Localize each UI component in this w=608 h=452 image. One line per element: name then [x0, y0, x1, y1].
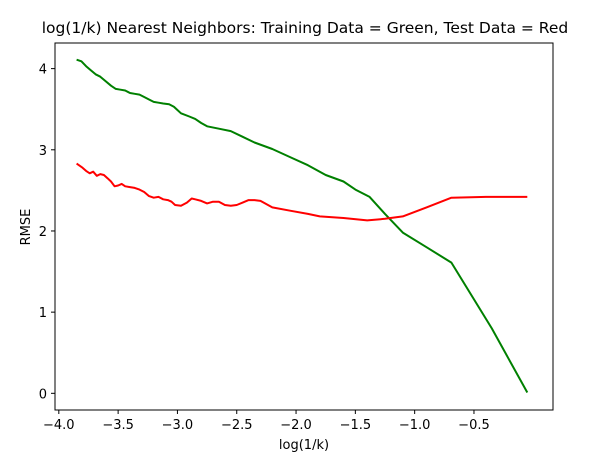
y-tick-label: 4: [39, 63, 47, 78]
plot-area: [76, 58, 529, 393]
x-tick-label: −4.0: [43, 418, 75, 433]
x-tick-label: −1.5: [340, 418, 372, 433]
x-axis-label: log(1/k): [279, 438, 329, 452]
x-tick-label: −2.5: [221, 418, 253, 433]
series-line-2: [76, 162, 528, 222]
x-tick-label: −2.0: [280, 418, 312, 433]
series-line-1: [76, 58, 529, 393]
y-axis: 0 1 2 3 4: [39, 63, 55, 402]
x-tick-label: −3.0: [162, 418, 194, 433]
y-axis-label: RMSE: [19, 209, 34, 246]
chart-title: log(1/k) Nearest Neighbors: Training Dat…: [42, 19, 569, 37]
x-tick-label: −3.5: [102, 418, 134, 433]
plot-frame: [54, 42, 554, 411]
y-tick-label: 0: [39, 387, 47, 402]
y-tick-label: 3: [39, 144, 47, 159]
y-tick-label: 2: [39, 225, 47, 240]
y-tick-label: 1: [39, 306, 47, 321]
x-tick-label: −1.0: [399, 418, 431, 433]
x-axis: −4.0 −3.5 −3.0 −2.5 −2.0 −1.5 −1.0 −0.5: [43, 410, 490, 433]
x-tick-label: −0.5: [458, 418, 490, 433]
